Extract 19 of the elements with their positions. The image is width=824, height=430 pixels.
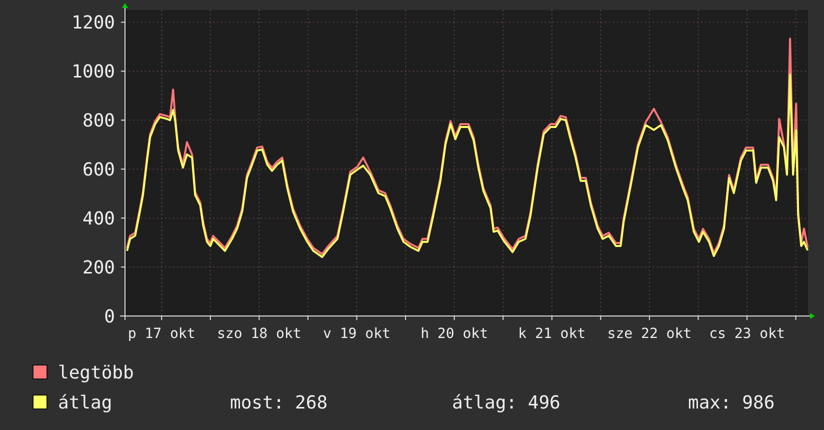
y-tick-label: 200 xyxy=(82,257,115,278)
text: most: 268 xyxy=(230,392,328,414)
text: átlag: 496 xyxy=(452,392,560,414)
y-tick-label: 600 xyxy=(82,159,115,180)
y-tick-label: 1000 xyxy=(72,62,115,82)
x-tick-label: sze 22 okt xyxy=(607,326,692,342)
y-tick-label: 0 xyxy=(104,306,115,328)
x-tick-label: k 21 okt xyxy=(518,326,586,342)
x-tick-label: p 17 okt xyxy=(128,326,196,342)
x-tick-label: szo 18 okt xyxy=(217,326,302,342)
y-tick-label: 800 xyxy=(82,110,115,132)
y-tick-label: 400 xyxy=(82,208,115,230)
text: max: 986 xyxy=(688,392,775,414)
x-tick-label: v 19 okt xyxy=(323,326,390,342)
x-tick-label: cs 23 okt xyxy=(709,326,785,342)
x-tick-label: h 20 okt xyxy=(420,326,488,342)
legend-label: átlag xyxy=(58,392,112,414)
legend-label: legtöbb xyxy=(58,362,134,384)
y-tick-label: 1200 xyxy=(72,12,115,34)
